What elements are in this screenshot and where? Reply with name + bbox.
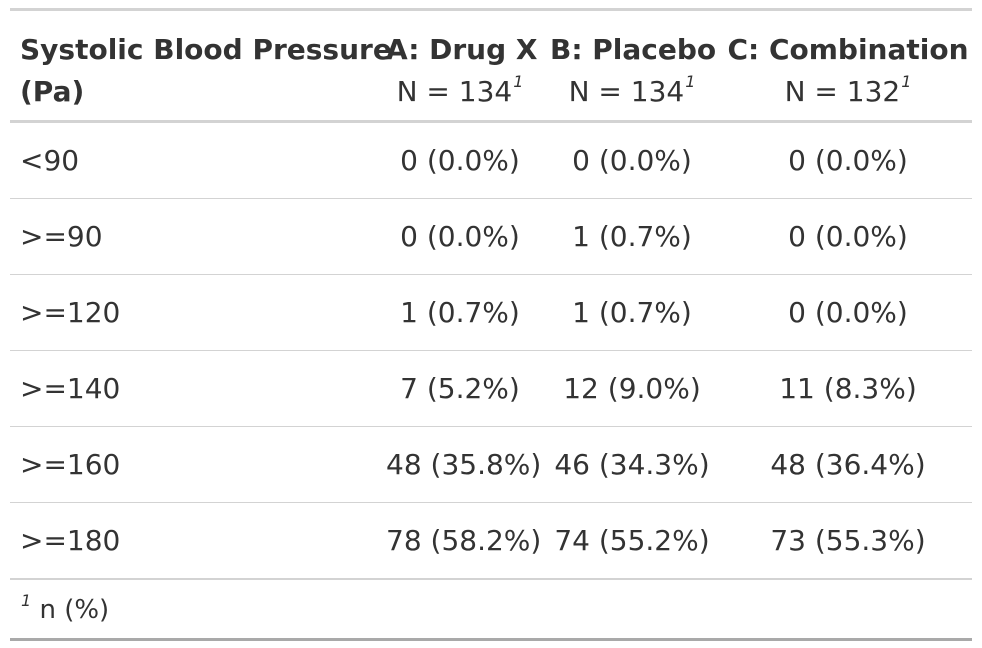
cell-value: 48 (36.4%) <box>770 448 926 481</box>
header-rule <box>10 120 972 123</box>
table-row: <90 0 (0.0%) 0 (0.0%) 0 (0.0%) <box>10 123 972 199</box>
table-row: >=120 1 (0.7%) 1 (0.7%) 0 (0.0%) <box>10 275 972 351</box>
cell-value: 1 (0.7%) <box>572 220 692 253</box>
stub-header-line1: Systolic Blood Pressure <box>20 33 392 66</box>
table-footnote: 1 n (%) <box>10 578 972 638</box>
cell-value: 0 (0.0%) <box>400 144 520 177</box>
cell-value: 0 (0.0%) <box>788 296 908 329</box>
column-title: A: Drug X <box>386 33 538 66</box>
cell-value: 12 (9.0%) <box>563 372 701 405</box>
cell-value: 11 (8.3%) <box>779 372 917 405</box>
footnote-text: 1 n (%) <box>21 591 110 626</box>
column-title: B: Placebo <box>550 33 717 66</box>
table-row: >=90 0 (0.0%) 1 (0.7%) 0 (0.0%) <box>10 199 972 275</box>
footnote-mark: 1 <box>901 72 912 91</box>
footnote-mark: 1 <box>513 72 524 91</box>
column-n: N = 1321 <box>784 72 912 109</box>
column-header-placebo: B: Placebo N = 1341 <box>550 29 717 113</box>
table-row: >=180 78 (58.2%) 74 (55.2%) 73 (55.3%) <box>10 503 972 578</box>
table-header: Systolic Blood Pressure (Pa) A: Drug X N… <box>10 11 972 120</box>
cell-value: 0 (0.0%) <box>788 220 908 253</box>
cell-value: 48 (35.8%) <box>386 448 542 481</box>
cell-value: 73 (55.3%) <box>770 524 926 557</box>
table-row: >=160 48 (35.8%) 46 (34.3%) 48 (36.4%) <box>10 427 972 503</box>
cell-value: 0 (0.0%) <box>788 144 908 177</box>
table-top-rule <box>10 8 972 11</box>
cell-value: 46 (34.3%) <box>554 448 710 481</box>
row-label: <90 <box>20 144 80 177</box>
column-title: C: Combination <box>727 33 969 66</box>
row-label: >=180 <box>20 524 121 557</box>
cell-value: 0 (0.0%) <box>400 220 520 253</box>
column-header-combination: C: Combination N = 1321 <box>724 29 972 113</box>
summary-table: Systolic Blood Pressure (Pa) A: Drug X N… <box>10 8 972 641</box>
cell-value: 1 (0.7%) <box>400 296 520 329</box>
column-n: N = 1341 <box>568 72 696 109</box>
cell-value: 78 (58.2%) <box>386 524 542 557</box>
stub-header-line2: (Pa) <box>20 75 85 108</box>
column-n: N = 1341 <box>396 72 524 109</box>
cell-value: 0 (0.0%) <box>572 144 692 177</box>
column-header-drug-x: A: Drug X N = 1341 <box>386 29 538 113</box>
row-label: >=90 <box>20 220 103 253</box>
row-label: >=120 <box>20 296 121 329</box>
footnote-mark: 1 <box>685 72 696 91</box>
row-label: >=140 <box>20 372 121 405</box>
table-bottom-rule <box>10 638 972 641</box>
footnote-mark: 1 <box>21 591 32 610</box>
cell-value: 74 (55.2%) <box>554 524 710 557</box>
row-label: >=160 <box>20 448 121 481</box>
cell-value: 7 (5.2%) <box>400 372 520 405</box>
cell-value: 1 (0.7%) <box>572 296 692 329</box>
table-row: >=140 7 (5.2%) 12 (9.0%) 11 (8.3%) <box>10 351 972 427</box>
stub-header: Systolic Blood Pressure (Pa) <box>20 29 392 113</box>
